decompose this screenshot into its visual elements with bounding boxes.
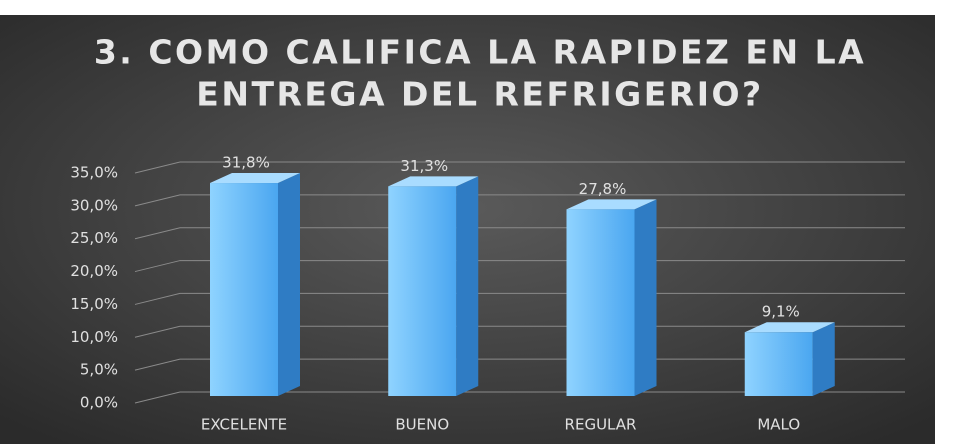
value-label: 31,3% xyxy=(400,157,448,175)
chart-title: 3. COMO CALIFICA LA RAPIDEZ EN LA xyxy=(94,33,866,72)
bar-top xyxy=(566,199,657,210)
grid-line xyxy=(134,325,905,338)
bar-front xyxy=(744,332,813,396)
grid-line xyxy=(134,194,905,207)
grid-line xyxy=(134,391,905,404)
grid-line xyxy=(134,161,905,174)
value-label: 27,8% xyxy=(579,180,627,198)
bar xyxy=(388,176,479,396)
y-tick-label: 5,0% xyxy=(80,361,118,379)
x-tick-label: BUENO xyxy=(395,416,449,434)
grid-line xyxy=(134,358,905,371)
grid-line xyxy=(134,227,905,240)
chart-title: ENTREGA DEL REFRIGERIO? xyxy=(196,75,763,114)
x-tick-label: EXCELENTE xyxy=(201,416,287,434)
bar xyxy=(744,322,835,396)
bar-front xyxy=(210,183,278,396)
y-tick-label: 10,0% xyxy=(70,328,118,346)
y-tick-label: 15,0% xyxy=(70,295,118,313)
bar-side xyxy=(456,176,479,396)
bar xyxy=(566,199,657,396)
bar-side xyxy=(278,173,300,396)
bar-side xyxy=(634,199,657,396)
bar-front xyxy=(388,186,457,396)
y-tick-label: 35,0% xyxy=(70,164,118,182)
bar-top xyxy=(210,173,300,184)
grid-line xyxy=(134,260,905,273)
y-tick-label: 20,0% xyxy=(70,262,118,280)
y-tick-label: 0,0% xyxy=(80,394,118,412)
bar xyxy=(210,173,300,396)
value-label: 31,8% xyxy=(222,154,270,172)
bar-top xyxy=(744,322,835,333)
value-label: 9,1% xyxy=(762,303,800,321)
x-tick-label: MALO xyxy=(757,416,800,434)
y-tick-label: 30,0% xyxy=(70,196,118,214)
bar-front xyxy=(566,209,635,396)
bar-side xyxy=(812,322,835,396)
grid-line xyxy=(134,292,905,305)
y-tick-label: 25,0% xyxy=(70,229,118,247)
bar-top xyxy=(388,176,479,187)
x-tick-label: REGULAR xyxy=(565,416,637,434)
